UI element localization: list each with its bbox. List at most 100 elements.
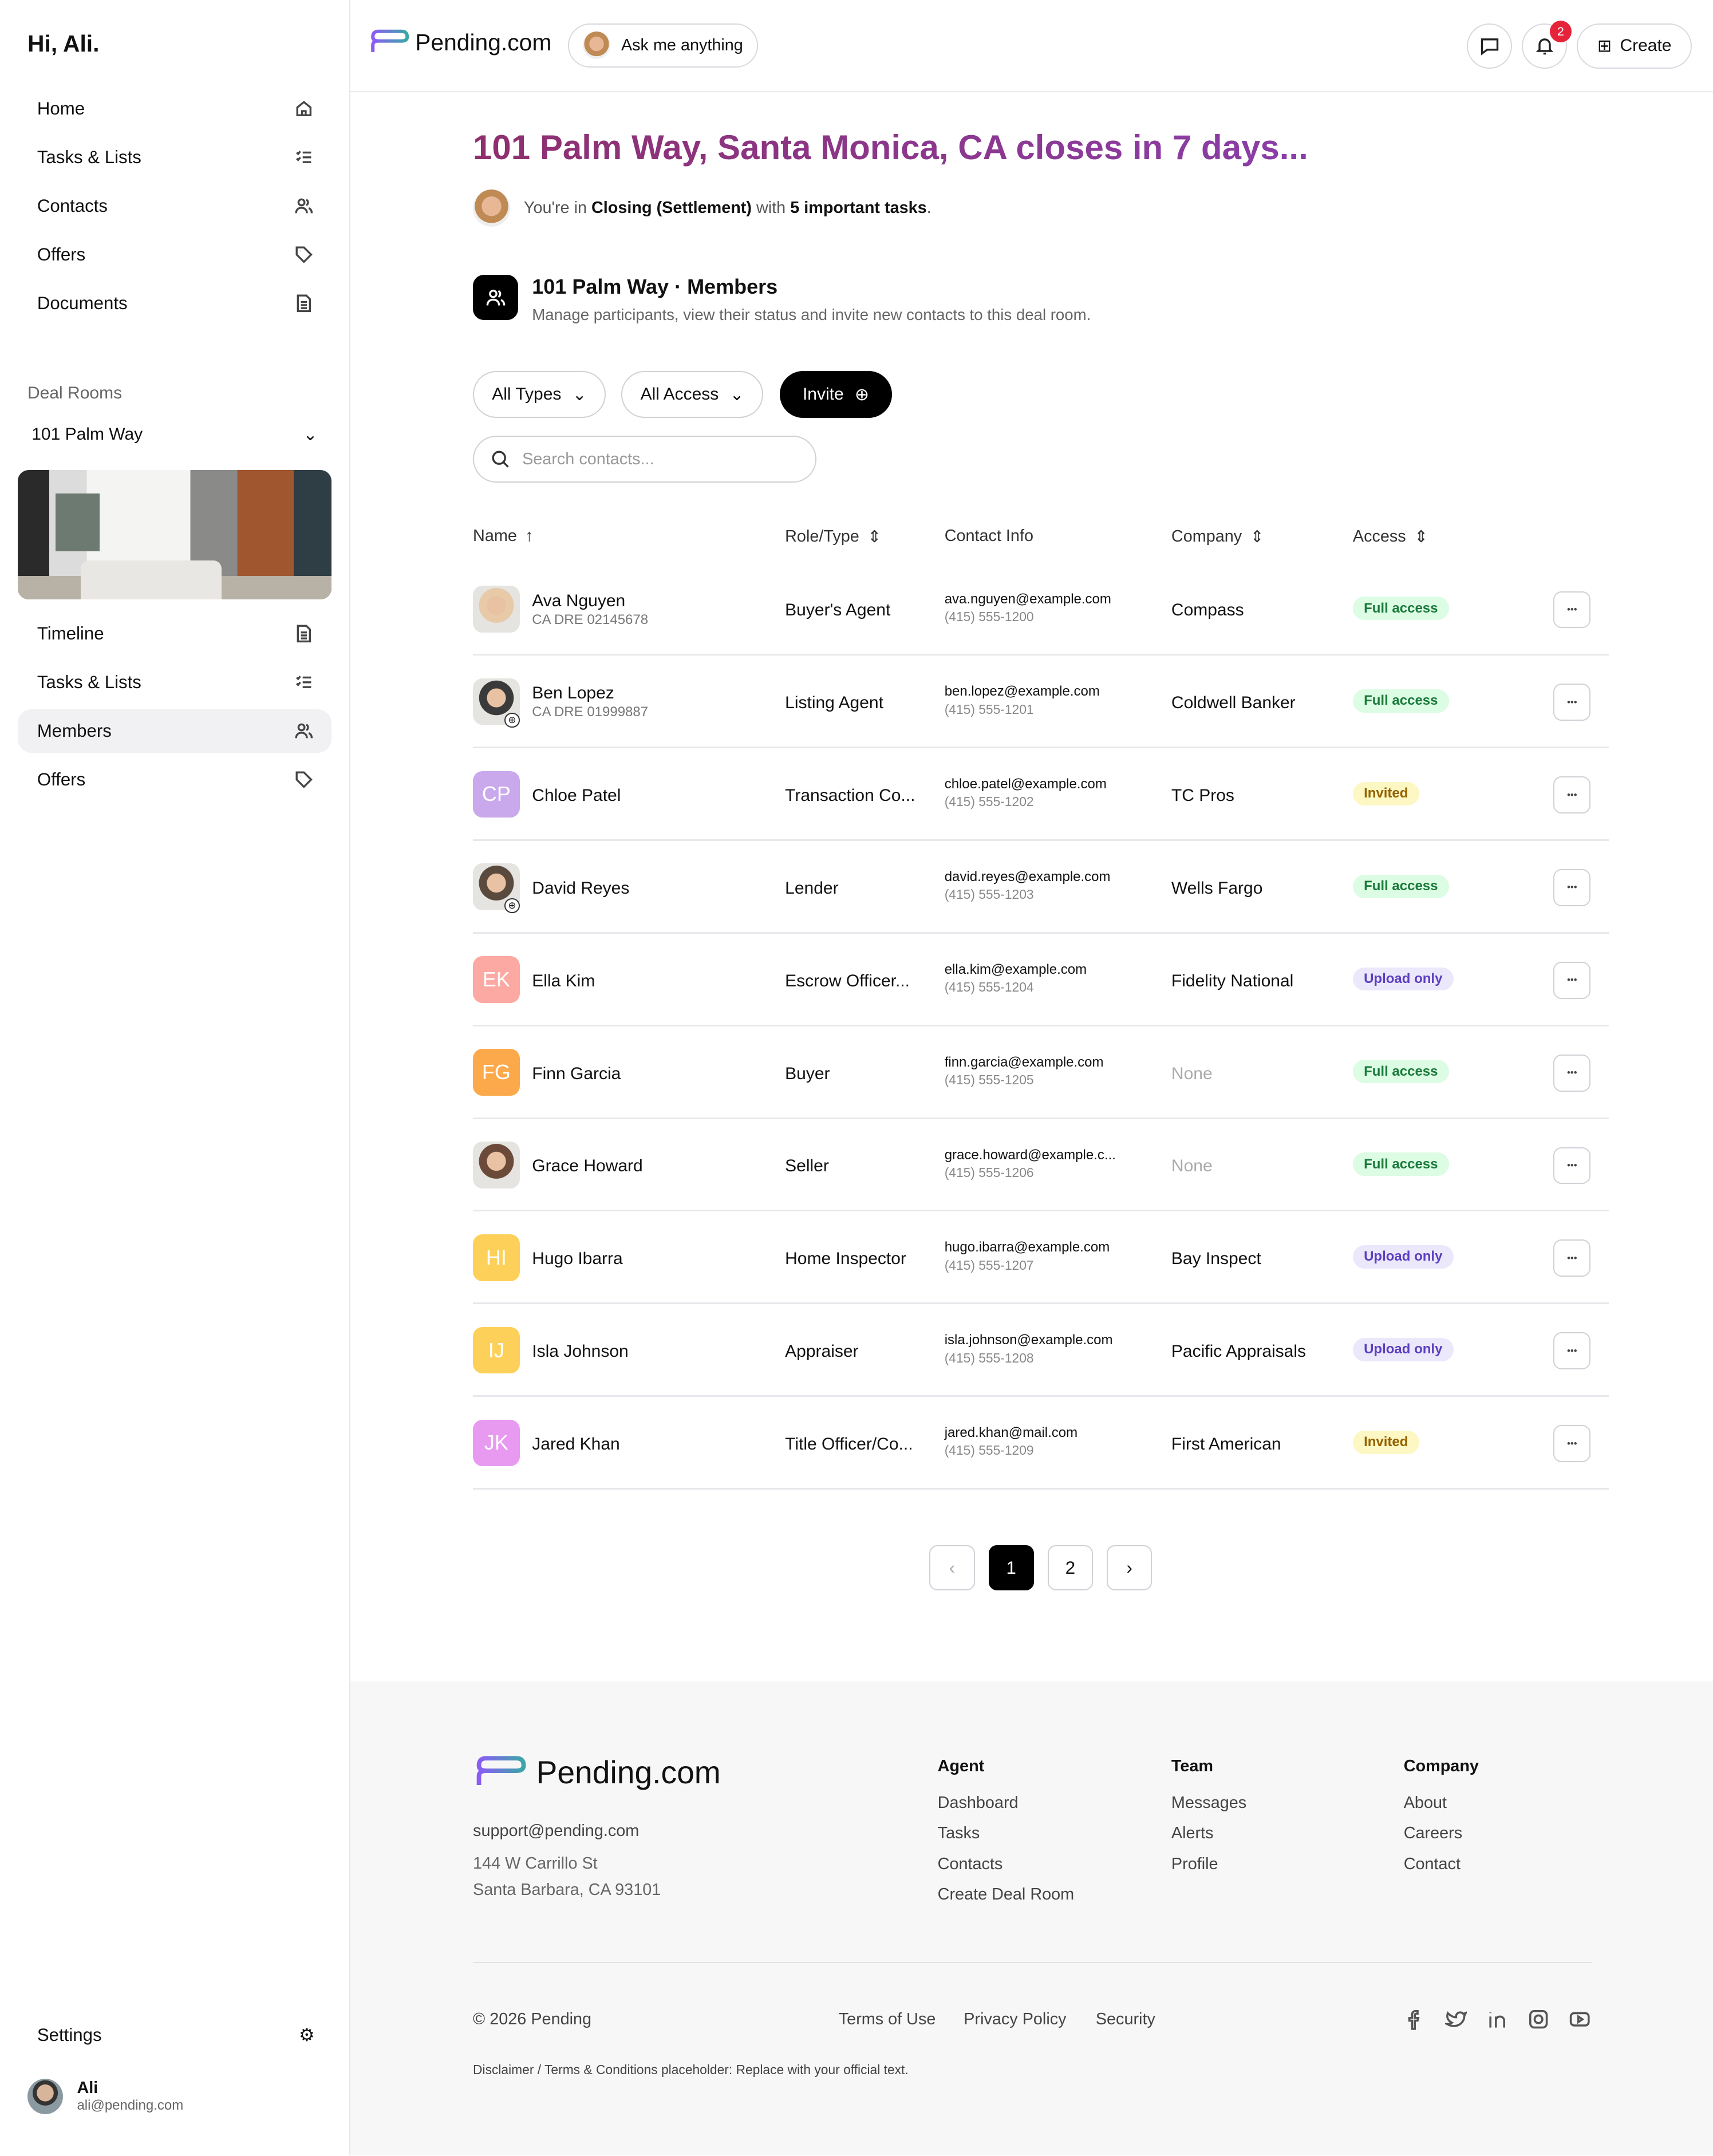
table-row: HI Hugo Ibarra Home Inspector hugo.ibarr…: [473, 1212, 1609, 1305]
contact-email[interactable]: ben.lopez@example.com: [944, 684, 1100, 700]
row-actions-button[interactable]: •••: [1553, 961, 1591, 999]
contact-name: Chloe Patel: [532, 786, 621, 805]
footer-link[interactable]: About: [1403, 1794, 1447, 1813]
twitter-icon[interactable]: [1444, 2008, 1467, 2030]
footer-link[interactable]: Tasks: [937, 1824, 980, 1843]
column-header-access[interactable]: Access ⇕: [1352, 527, 1428, 546]
nav-label: Contacts: [37, 195, 108, 216]
sidebar-item-tasks-lists[interactable]: Tasks & Lists: [18, 661, 331, 705]
access-badge: Full access: [1352, 1060, 1449, 1084]
instagram-icon[interactable]: [1528, 2008, 1549, 2030]
contact-role: Appraiser: [785, 1342, 859, 1361]
footer-logo[interactable]: Pending.com: [473, 1754, 721, 1791]
security-link[interactable]: Security: [1095, 2009, 1155, 2028]
column-header-role[interactable]: Role/Type ⇕: [785, 527, 882, 546]
messages-button[interactable]: [1467, 23, 1513, 69]
linkedin-icon[interactable]: [1486, 2008, 1508, 2030]
sidebar-item-home[interactable]: Home: [18, 86, 331, 131]
sidebar-item-members[interactable]: Members: [18, 709, 331, 753]
nav-label: Home: [37, 98, 85, 119]
document-icon: [297, 625, 311, 643]
footer-column-agent: Agent Dashboard Tasks Contacts Create Deal R…: [938, 1757, 1074, 1916]
contact-email[interactable]: chloe.patel@example.com: [944, 776, 1107, 792]
settings-link[interactable]: Settings ⚙: [37, 2025, 315, 2046]
contact-email[interactable]: grace.howard@example.c...: [944, 1147, 1116, 1163]
initials-avatar: EK: [473, 956, 520, 1003]
prev-page-button[interactable]: ‹: [929, 1545, 975, 1591]
settings-label: Settings: [37, 2025, 102, 2046]
contact-company: Bay Inspect: [1171, 1249, 1261, 1269]
contact-email[interactable]: ava.nguyen@example.com: [944, 591, 1111, 607]
members-header: 101 Palm Way · Members Manage participant…: [473, 275, 1091, 324]
notifications-button[interactable]: 2: [1522, 20, 1572, 69]
column-header-name[interactable]: Name ↑: [473, 526, 534, 545]
column-header-company[interactable]: Company ⇕: [1171, 527, 1264, 546]
row-actions-button[interactable]: •••: [1553, 1147, 1591, 1184]
row-actions-button[interactable]: •••: [1553, 869, 1591, 906]
footer-link[interactable]: Alerts: [1171, 1824, 1214, 1843]
row-actions-button[interactable]: •••: [1553, 591, 1591, 629]
row-actions-button[interactable]: •••: [1553, 776, 1591, 814]
contact-email[interactable]: isla.johnson@example.com: [944, 1332, 1113, 1348]
contact-name: David Reyes: [532, 878, 630, 898]
contact-email[interactable]: finn.garcia@example.com: [944, 1054, 1104, 1070]
contact-company: Compass: [1171, 601, 1244, 620]
types-filter[interactable]: All Types ⌄: [473, 371, 606, 418]
row-actions-button[interactable]: •••: [1553, 1239, 1591, 1277]
create-button[interactable]: ⊞ Create: [1577, 23, 1692, 69]
contact-phone: (415) 555-1207: [944, 1257, 1034, 1273]
sidebar-item-offers[interactable]: Offers: [18, 758, 331, 802]
footer-link[interactable]: Create Deal Room: [937, 1885, 1075, 1904]
page-1-button[interactable]: 1: [988, 1545, 1034, 1591]
privacy-link[interactable]: Privacy Policy: [964, 2009, 1067, 2028]
nav-label: Timeline: [37, 623, 104, 643]
contact-photo: [473, 1142, 520, 1188]
terms-link[interactable]: Terms of Use: [838, 2009, 936, 2028]
contact-company: None: [1171, 1156, 1213, 1176]
sidebar-item-documents[interactable]: Documents: [18, 281, 331, 325]
facebook-icon[interactable]: [1404, 2008, 1426, 2031]
youtube-icon[interactable]: [1569, 2008, 1590, 2030]
search-input[interactable]: Search contacts...: [473, 436, 817, 483]
more-icon: •••: [1567, 1438, 1577, 1449]
column-header-contact: Contact Info: [944, 526, 1033, 545]
sidebar-item-offers[interactable]: Offers: [18, 232, 331, 277]
tag-icon: [295, 771, 313, 788]
footer-link[interactable]: Contacts: [937, 1854, 1003, 1873]
contact-email[interactable]: jared.khan@mail.com: [944, 1425, 1078, 1441]
sort-icon: ⇕: [1250, 527, 1264, 546]
section-description: Manage participants, view their status a…: [532, 306, 1091, 324]
contact-email[interactable]: david.reyes@example.com: [944, 869, 1111, 885]
row-actions-button[interactable]: •••: [1553, 1425, 1591, 1462]
footer-link[interactable]: Contact: [1403, 1854, 1461, 1873]
row-actions-button[interactable]: •••: [1553, 1054, 1591, 1092]
sidebar-item-timeline[interactable]: Timeline: [18, 612, 331, 656]
row-actions-button[interactable]: •••: [1553, 684, 1591, 721]
sidebar-item-contacts[interactable]: Contacts: [18, 184, 331, 228]
disclaimer: Disclaimer / Terms & Conditions placehol…: [473, 2062, 909, 2077]
next-page-button[interactable]: ›: [1107, 1545, 1152, 1591]
footer-link[interactable]: Dashboard: [937, 1794, 1019, 1813]
contact-name: Jared Khan: [532, 1434, 620, 1454]
footer-link[interactable]: Careers: [1403, 1824, 1463, 1843]
bell-icon: [1536, 38, 1554, 55]
contact-email[interactable]: ella.kim@example.com: [944, 961, 1087, 977]
support-email[interactable]: support@pending.com: [473, 1821, 640, 1840]
footer-link[interactable]: Profile: [1171, 1854, 1218, 1873]
contact-role: Listing Agent: [785, 693, 883, 713]
brand-logo[interactable]: Pending.com: [369, 29, 551, 56]
row-actions-button[interactable]: •••: [1553, 1332, 1591, 1370]
sidebar-item-tasks-lists[interactable]: Tasks & Lists: [18, 135, 331, 179]
user-profile[interactable]: Ali ali@pending.com: [27, 2078, 183, 2115]
contact-phone: (415) 555-1204: [944, 980, 1034, 995]
deal-room-select[interactable]: 101 Palm Way ⌄: [31, 425, 317, 445]
contact-email[interactable]: hugo.ibarra@example.com: [944, 1239, 1110, 1255]
footer-link[interactable]: Messages: [1171, 1794, 1247, 1813]
table-row: EK Ella Kim Escrow Officer... ella.kim@e…: [473, 934, 1609, 1026]
ask-ai-button[interactable]: Ask me anything: [567, 23, 758, 68]
invite-button[interactable]: Invite ⊕: [779, 371, 893, 418]
access-filter[interactable]: All Access ⌄: [621, 371, 763, 418]
contact-photo: [473, 585, 520, 633]
page-2-button[interactable]: 2: [1047, 1545, 1094, 1591]
access-badge: Full access: [1352, 874, 1449, 898]
